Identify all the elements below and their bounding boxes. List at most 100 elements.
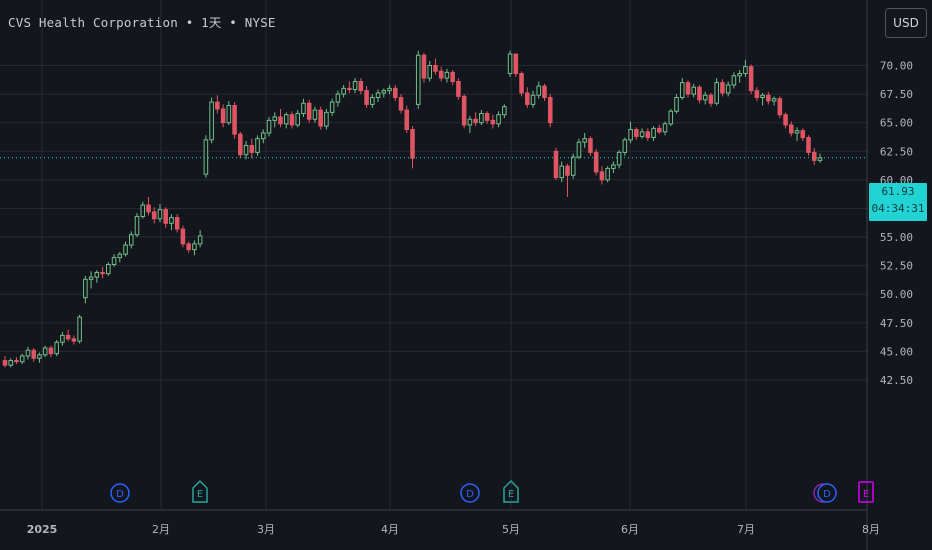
candle-body[interactable]	[731, 75, 737, 86]
candle-body[interactable]	[811, 151, 817, 161]
candle-body[interactable]	[60, 334, 65, 343]
candle-body[interactable]	[433, 65, 438, 72]
candle-body[interactable]	[628, 129, 633, 141]
candle-body[interactable]	[593, 151, 599, 173]
candle-body[interactable]	[714, 82, 719, 104]
candle-body[interactable]	[163, 209, 168, 224]
candle-body[interactable]	[748, 66, 754, 92]
candle-body[interactable]	[197, 235, 203, 245]
candle-body[interactable]	[31, 349, 36, 359]
candle-body[interactable]	[404, 109, 410, 131]
candle-body[interactable]	[370, 97, 375, 105]
candle-body[interactable]	[611, 164, 616, 169]
candle-body[interactable]	[123, 244, 128, 255]
candle-body[interactable]	[754, 90, 760, 99]
candle-body[interactable]	[570, 156, 576, 176]
candle-body[interactable]	[42, 347, 48, 356]
candle-body[interactable]	[306, 102, 312, 120]
candle-body[interactable]	[111, 257, 117, 265]
candle-body[interactable]	[467, 118, 473, 126]
candle-body[interactable]	[174, 217, 180, 230]
candle-body[interactable]	[530, 94, 536, 105]
candle-body[interactable]	[456, 81, 461, 97]
candle-body[interactable]	[634, 129, 639, 137]
candle-body[interactable]	[134, 215, 140, 236]
candle-body[interactable]	[461, 95, 467, 126]
candle-body[interactable]	[547, 97, 553, 124]
candle-body[interactable]	[622, 139, 628, 153]
candle-body[interactable]	[484, 113, 490, 121]
candle-body[interactable]	[209, 101, 214, 141]
candle-body[interactable]	[536, 85, 542, 96]
candle-body[interactable]	[662, 123, 668, 133]
candle-body[interactable]	[766, 94, 771, 102]
candle-body[interactable]	[519, 73, 524, 94]
candle-body[interactable]	[777, 98, 783, 116]
candle-body[interactable]	[542, 85, 547, 99]
candle-body[interactable]	[559, 165, 565, 179]
candle-body[interactable]	[19, 355, 25, 363]
candle-body[interactable]	[743, 66, 748, 75]
earnings-pentagon-icon[interactable]	[503, 479, 519, 503]
candle-body[interactable]	[657, 127, 662, 133]
candle-body[interactable]	[318, 109, 323, 127]
candle-body[interactable]	[473, 118, 478, 124]
candle-body[interactable]	[789, 124, 794, 134]
candle-body[interactable]	[94, 271, 100, 278]
candle-body[interactable]	[444, 71, 450, 79]
candle-body[interactable]	[599, 171, 605, 181]
candle-body[interactable]	[783, 114, 788, 126]
candle-body[interactable]	[806, 137, 811, 153]
candle-body[interactable]	[576, 141, 582, 158]
candle-body[interactable]	[169, 217, 174, 224]
candle-body[interactable]	[329, 101, 335, 113]
candle-body[interactable]	[37, 354, 42, 359]
candle-body[interactable]	[565, 165, 570, 176]
candle-body[interactable]	[180, 228, 186, 245]
candle-body[interactable]	[513, 53, 519, 75]
candle-body[interactable]	[312, 109, 318, 120]
candle-body[interactable]	[651, 127, 656, 139]
candle-body[interactable]	[14, 360, 19, 363]
candle-body[interactable]	[364, 90, 369, 105]
candle-body[interactable]	[375, 92, 381, 99]
candle-body[interactable]	[220, 108, 226, 124]
candle-body[interactable]	[54, 341, 59, 355]
candle-body[interactable]	[128, 234, 134, 246]
earnings-pentagon-icon[interactable]	[192, 479, 208, 503]
candle-body[interactable]	[794, 130, 800, 134]
candle-body[interactable]	[588, 138, 593, 153]
candle-body[interactable]	[146, 204, 151, 213]
candle-body[interactable]	[301, 102, 306, 115]
candle-body[interactable]	[725, 84, 731, 94]
candle-body[interactable]	[605, 167, 610, 181]
candle-body[interactable]	[421, 54, 427, 79]
candle-body[interactable]	[771, 98, 777, 102]
candle-body[interactable]	[2, 360, 8, 366]
candle-body[interactable]	[335, 93, 341, 103]
candle-body[interactable]	[410, 129, 415, 159]
candle-body[interactable]	[691, 86, 697, 95]
candle-body[interactable]	[352, 81, 358, 91]
candle-body[interactable]	[479, 113, 484, 124]
candle-body[interactable]	[490, 119, 496, 125]
dividend-circle-icon[interactable]	[460, 483, 480, 503]
candle-body[interactable]	[243, 145, 249, 156]
candle-body[interactable]	[77, 316, 82, 342]
candle-body[interactable]	[582, 138, 587, 143]
candle-body[interactable]	[151, 211, 157, 220]
candle-body[interactable]	[800, 130, 806, 139]
candle-body[interactable]	[668, 110, 674, 125]
candle-body[interactable]	[708, 94, 714, 104]
candle-body[interactable]	[260, 132, 266, 140]
candle-body[interactable]	[283, 114, 289, 125]
candle-body[interactable]	[415, 54, 421, 105]
candle-body[interactable]	[450, 71, 455, 83]
candle-body[interactable]	[255, 138, 260, 153]
candle-body[interactable]	[266, 119, 272, 134]
candle-body[interactable]	[438, 70, 444, 79]
candle-body[interactable]	[387, 87, 392, 92]
candle-body[interactable]	[358, 81, 364, 92]
